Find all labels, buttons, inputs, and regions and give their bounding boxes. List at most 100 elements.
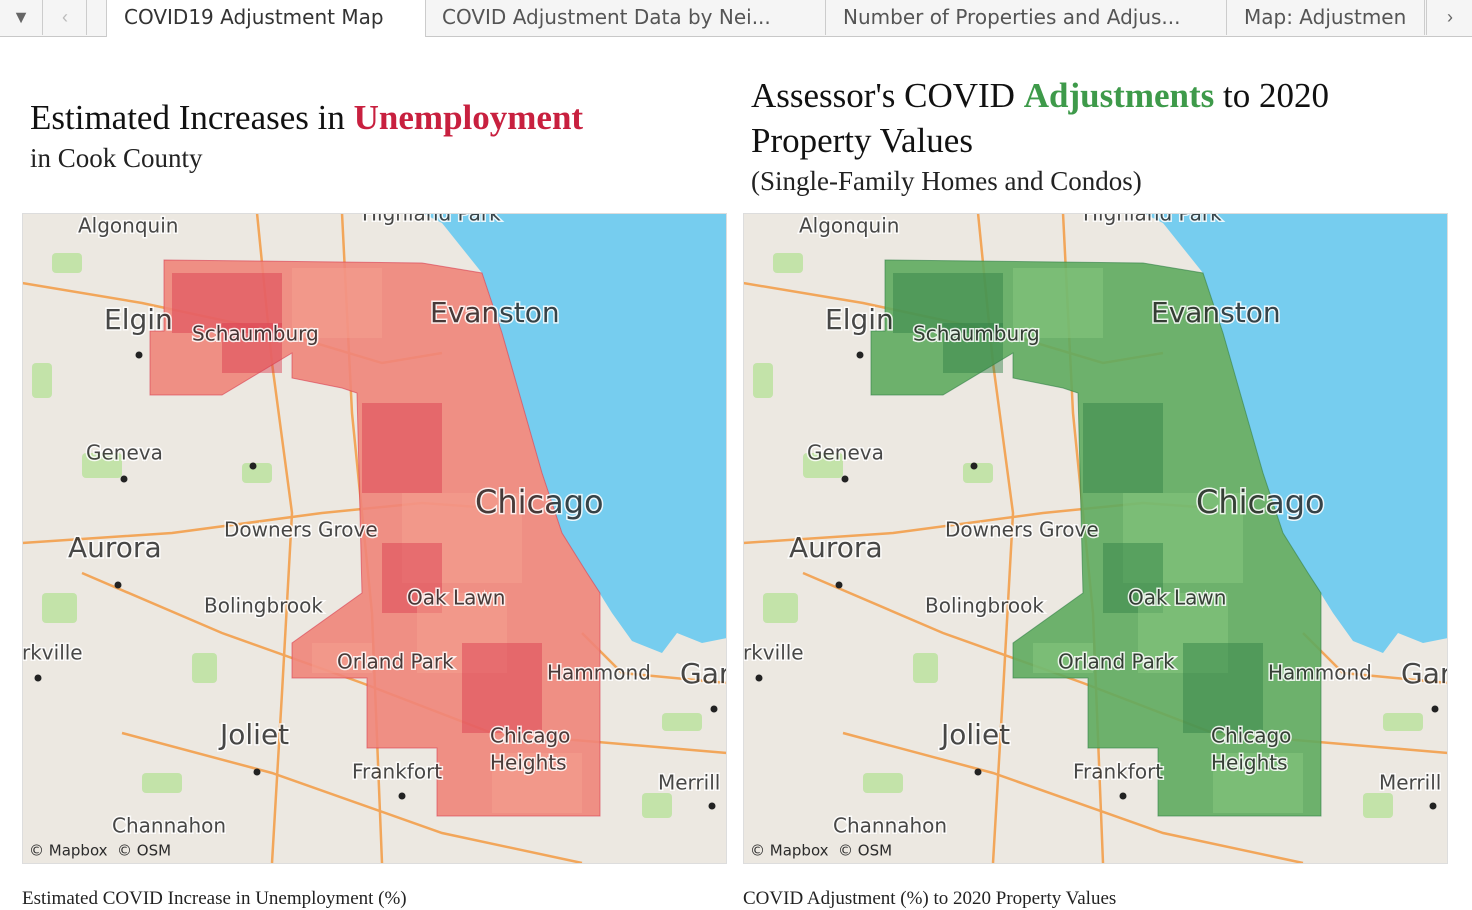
- place-label: Highland Park: [362, 213, 501, 226]
- attribution: © Mapbox: [29, 842, 108, 860]
- unemployment-map[interactable]: Algonquin Highland Park Elgin Schaumburg Eva…: [22, 213, 727, 864]
- city-dot: [755, 674, 763, 682]
- region-shade: [312, 643, 372, 673]
- region-shade: [1013, 268, 1103, 338]
- place-label: Heights: [1211, 751, 1288, 775]
- place-label: Downers Grove: [945, 518, 1099, 542]
- city-dot: [970, 462, 978, 470]
- park: [1363, 793, 1393, 818]
- county-outline: [870, 259, 1322, 817]
- county-area: [150, 260, 600, 816]
- place-label: Evanston: [430, 296, 560, 329]
- place-label: Oak Lawn: [1128, 586, 1226, 610]
- city-dot: [1429, 802, 1437, 810]
- place-label: Schaumburg: [192, 322, 319, 346]
- region-shade: [1033, 643, 1093, 673]
- place-label: Chicago: [490, 724, 570, 748]
- city-dot: [249, 462, 257, 470]
- region-shade: [1123, 493, 1243, 583]
- right-title: Assessor's COVID Adjustments to 2020: [751, 76, 1329, 116]
- park: [753, 363, 773, 398]
- park: [763, 593, 798, 623]
- region-shade: [1103, 543, 1163, 613]
- city-dot: [34, 674, 42, 682]
- place-label: rkville: [22, 641, 83, 665]
- place-label: Chicago: [1211, 724, 1291, 748]
- attribution: © Mapbox: [750, 842, 829, 860]
- place-label: Chicago: [475, 483, 604, 521]
- place-label: Algonquin: [78, 214, 178, 238]
- city-dot: [710, 705, 718, 713]
- place-label: Aurora: [789, 531, 883, 564]
- tab-next-button[interactable]: ›: [1426, 0, 1472, 35]
- park: [42, 593, 77, 623]
- park: [82, 453, 122, 478]
- tab[interactable]: Map: Adjustmen: [1227, 0, 1425, 35]
- region-shade: [402, 493, 522, 583]
- title-text: to 2020: [1223, 76, 1330, 115]
- region-shade: [417, 593, 507, 673]
- city-dot: [841, 475, 849, 483]
- place-label: Orland Park: [337, 650, 454, 674]
- park: [773, 253, 803, 273]
- place-label: Aurora: [68, 531, 162, 564]
- tab-prev-button[interactable]: ‹: [44, 0, 87, 35]
- city-dot: [114, 581, 122, 589]
- place-label: Gar: [680, 657, 727, 690]
- place-label: Elgin: [104, 303, 173, 336]
- lake: [422, 213, 727, 653]
- region-shade: [462, 643, 542, 733]
- title-highlight: Unemployment: [353, 98, 584, 137]
- region-shade: [893, 273, 1003, 333]
- place-label: Elgin: [825, 303, 894, 336]
- place-label: Merrill: [658, 771, 720, 795]
- adjustment-map[interactable]: Algonquin Highland Park Elgin Schaumburg Eva…: [743, 213, 1448, 864]
- park: [963, 463, 993, 483]
- road: [121, 731, 583, 864]
- city-dot: [835, 581, 843, 589]
- left-title: Estimated Increases in Unemployment: [30, 98, 583, 138]
- lake: [1143, 213, 1448, 653]
- right-title-line2: Property Values: [751, 121, 973, 160]
- place-label: Bolingbrook: [925, 594, 1044, 618]
- place-label: Hammond: [1268, 661, 1372, 685]
- right-subtitle: (Single-Family Homes and Condos): [751, 166, 1142, 196]
- tab-menu-button[interactable]: ▼: [0, 0, 43, 35]
- region-shade: [292, 268, 382, 338]
- place-label: Channahon: [833, 814, 947, 838]
- place-label: Frankfort: [1073, 760, 1163, 784]
- left-subtitle: in Cook County: [30, 143, 203, 173]
- title-highlight: Adjustments: [1023, 76, 1215, 115]
- park: [913, 653, 938, 683]
- attribution: © OSM: [838, 842, 892, 860]
- tab[interactable]: COVID19 Adjustment Map: [106, 0, 426, 37]
- place-label: Hammond: [547, 661, 651, 685]
- place-label: Geneva: [807, 441, 884, 465]
- region-shade: [1183, 643, 1263, 733]
- city-dot: [1431, 705, 1439, 713]
- map-frame: [22, 213, 727, 864]
- title-text: Estimated Increases in: [30, 98, 345, 137]
- city-dot: [135, 351, 143, 359]
- city-dot: [253, 768, 261, 776]
- place-label: Oak Lawn: [407, 586, 505, 610]
- place-label: Gar: [1401, 657, 1448, 690]
- park: [642, 793, 672, 818]
- city-dot: [1119, 792, 1127, 800]
- place-label: Chicago: [1196, 483, 1325, 521]
- place-label: Joliet: [939, 718, 1010, 751]
- place-label: Downers Grove: [224, 518, 378, 542]
- region-shade: [382, 543, 442, 613]
- place-label: Merrill: [1379, 771, 1441, 795]
- park: [142, 773, 182, 793]
- tab[interactable]: Number of Properties and Adjus...: [826, 0, 1227, 35]
- place-label: Frankfort: [352, 760, 442, 784]
- place-label: rkville: [743, 641, 804, 665]
- tab[interactable]: COVID Adjustment Data by Nei...: [425, 0, 826, 35]
- place-label: Highland Park: [1083, 213, 1222, 226]
- region-shade: [1083, 403, 1163, 493]
- city-dot: [856, 351, 864, 359]
- place-label: Joliet: [218, 718, 289, 751]
- park: [803, 453, 843, 478]
